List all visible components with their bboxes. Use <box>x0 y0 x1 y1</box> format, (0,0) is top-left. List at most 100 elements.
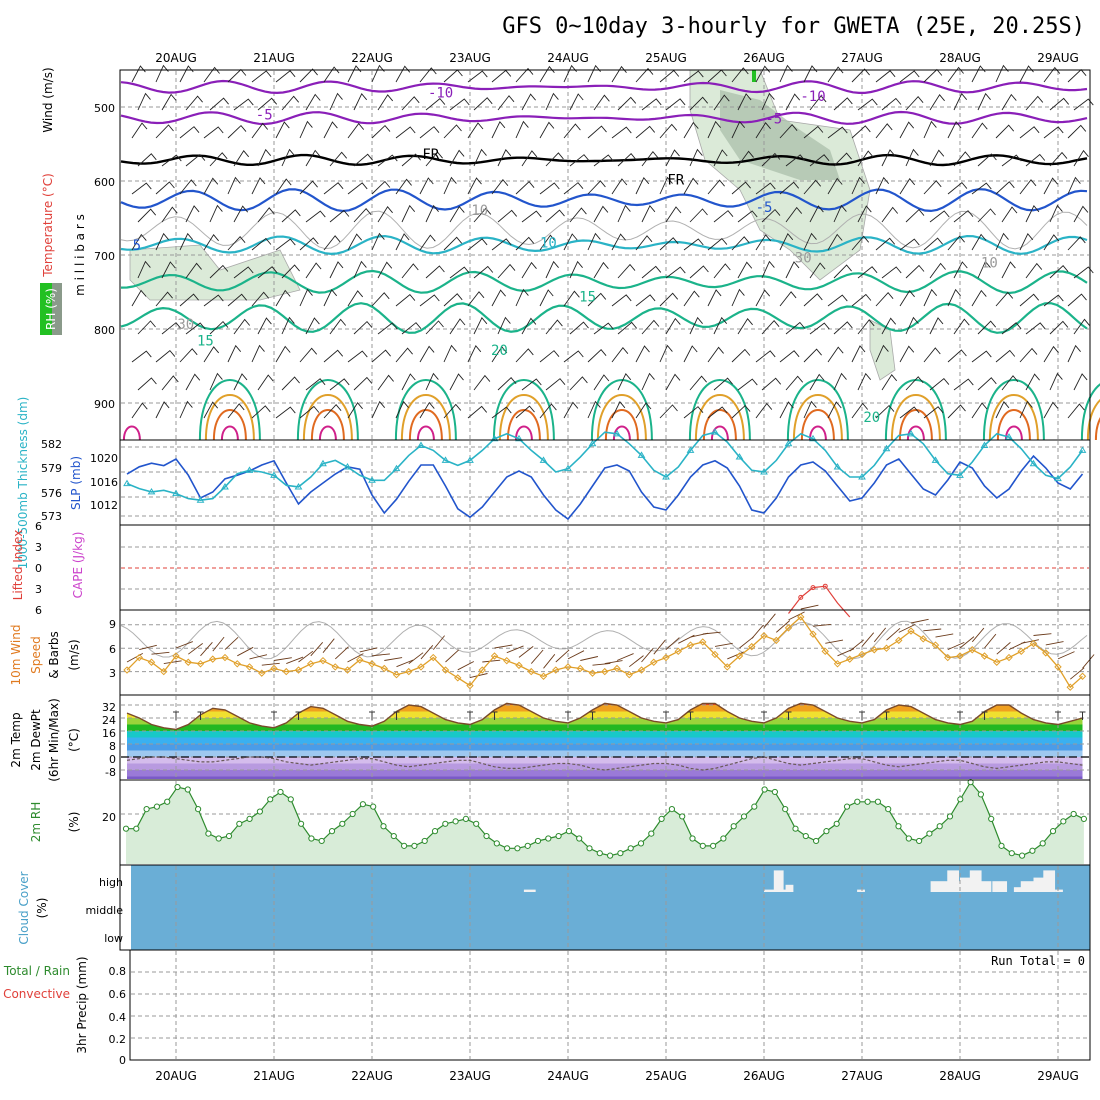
rh-point <box>813 837 820 845</box>
boundary-layer-contour <box>596 394 647 441</box>
rh-point <box>565 828 573 835</box>
wind-barb <box>179 179 197 195</box>
wind-barb <box>611 346 629 363</box>
surface-wind-barb <box>261 662 280 666</box>
wind-barb <box>803 293 823 307</box>
wind-barb <box>809 205 824 223</box>
cloud-gap <box>1043 870 1056 892</box>
precip-axis: 0.8 0.6 0.4 0.2 0 <box>109 965 127 1067</box>
wind-barb <box>635 345 650 363</box>
wind-barb <box>833 264 852 279</box>
wind-barb <box>443 293 463 307</box>
rh-point <box>143 806 150 813</box>
wind-barb <box>713 149 728 167</box>
run-total: Run Total = 0 <box>991 954 1085 968</box>
wind-barb <box>251 237 272 251</box>
wind-barb <box>1067 124 1087 139</box>
wind-barb <box>353 376 373 391</box>
temperature-band <box>127 718 1083 725</box>
wind-barb <box>377 154 398 167</box>
surface-wind-barb <box>641 648 654 663</box>
wind-barb <box>209 204 223 223</box>
rh-2m-label: 2m RH <box>29 802 43 843</box>
wind-barb <box>491 238 512 251</box>
contour-label: -10 <box>428 85 453 101</box>
thickness-point <box>294 482 303 490</box>
wind-barb <box>833 321 853 335</box>
wind-barb <box>515 67 534 83</box>
surface-wind-barb <box>408 652 424 664</box>
wind-barb <box>971 289 987 307</box>
surface-wind-barb <box>776 620 791 633</box>
cloud-level-high: high <box>99 876 123 889</box>
precip-tick-label: 0.8 <box>109 965 127 978</box>
surface-wind-barb <box>384 657 403 661</box>
wind-barb <box>785 206 803 223</box>
rh-shaded-area <box>129 244 301 301</box>
rh-point <box>534 837 542 845</box>
date-label-top: 23AUG <box>449 51 491 65</box>
rh-point <box>977 791 985 798</box>
wind-barb <box>875 176 890 195</box>
wind-speed-point <box>233 660 241 668</box>
wind-barb <box>881 97 902 111</box>
wind-barb <box>593 261 609 279</box>
wind-barb <box>785 93 801 111</box>
wind-barb <box>563 290 580 307</box>
wind-barb <box>425 97 446 111</box>
wind-barb <box>539 234 556 251</box>
wind-barb <box>923 406 944 419</box>
wind-barb <box>689 316 703 335</box>
rh-point <box>576 835 583 842</box>
rh-point <box>782 806 789 813</box>
temp-tick-label: 32 <box>102 701 116 714</box>
wind-barb <box>875 70 896 83</box>
contour-label: FR <box>422 147 439 163</box>
wind-speed-point <box>711 650 719 659</box>
wind-barb <box>281 376 300 391</box>
rh-shaded-area-high <box>720 90 840 180</box>
wind-barb <box>329 209 350 223</box>
wind-barb <box>707 289 722 307</box>
wind-barb <box>611 294 632 307</box>
wind-barb <box>971 350 992 363</box>
cloud-cover-panel: high middle low Cloud Cover (%) <box>17 864 1091 951</box>
wind-barb <box>155 181 175 195</box>
wind-speed-point <box>980 652 989 660</box>
wind-barb <box>323 121 338 139</box>
wind-barb <box>155 124 174 139</box>
surface-wind-barb <box>923 628 942 632</box>
thickness-point <box>441 456 450 463</box>
temp-tick-label: -8 <box>105 766 116 779</box>
wind-barb <box>257 148 272 167</box>
wind-barb <box>131 182 152 195</box>
precip-tick-label: 0.6 <box>109 988 127 1001</box>
wind-barb <box>665 266 686 279</box>
contour-label: 30 <box>177 317 194 333</box>
wind-barb <box>977 92 991 111</box>
wind-barb <box>401 322 422 335</box>
wind-barb <box>491 289 506 307</box>
wind-barb <box>833 152 852 167</box>
wind-barb <box>1043 126 1064 139</box>
wind-barb <box>971 65 986 83</box>
temperature-contour <box>120 79 1088 95</box>
rh-point <box>318 837 325 845</box>
rh-point <box>267 796 274 803</box>
rh-point <box>380 823 387 830</box>
surface-wind-barb <box>1021 639 1039 644</box>
wind-barb <box>803 125 824 139</box>
boundary-layer-contour <box>988 394 1039 441</box>
precip-panel: Run Total = 0 0.8 0.6 0.4 0.2 0 Total / … <box>3 949 1091 1067</box>
rh-point <box>401 842 408 849</box>
wind-speed-point <box>637 666 646 674</box>
wind-barb <box>275 70 296 83</box>
minmax-marker <box>197 711 204 720</box>
wind-speed-point <box>123 666 131 674</box>
wind-barb <box>689 208 708 223</box>
surface-wind-barb <box>555 649 570 663</box>
surface-wind-barb <box>224 636 239 650</box>
wind-barb <box>443 176 457 195</box>
wind-barb <box>329 378 350 391</box>
